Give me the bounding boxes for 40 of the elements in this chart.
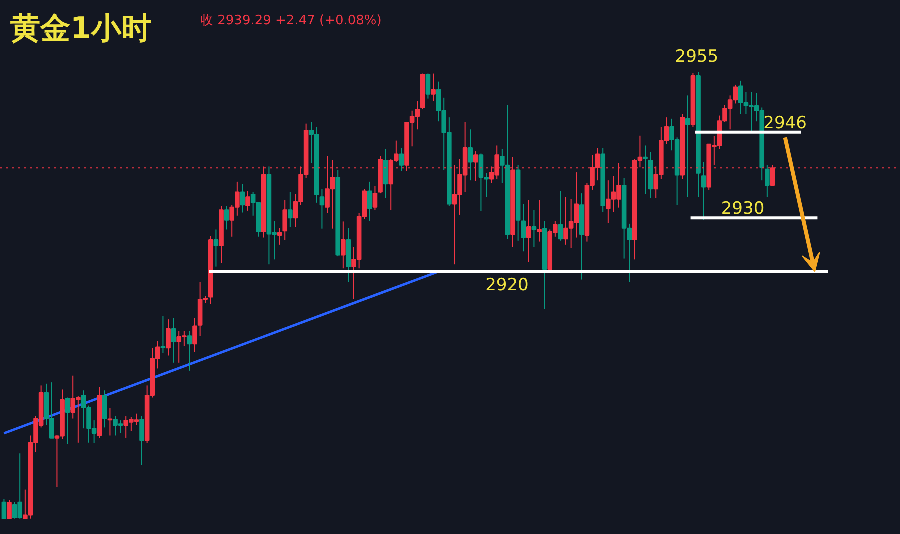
- candlestick: [537, 200, 542, 242]
- candlestick: [399, 148, 404, 172]
- candlestick: [532, 210, 537, 248]
- annotation: 2920: [486, 276, 529, 296]
- annotation: 2946: [764, 113, 807, 134]
- candlestick: [108, 408, 113, 436]
- candlestick: [526, 200, 532, 263]
- candlestick: [140, 416, 144, 466]
- text: 2955: [675, 47, 719, 67]
- candlestick: [171, 318, 176, 364]
- candlestick: [187, 330, 192, 372]
- candlestick: [282, 200, 288, 241]
- candlestick: [102, 390, 108, 428]
- candlestick: [224, 206, 230, 230]
- candlestick: [383, 148, 388, 199]
- candlestick: [686, 95, 690, 198]
- candlestick: [765, 164, 770, 198]
- candlestick: [372, 186, 378, 211]
- candlestick: [468, 129, 474, 182]
- candlestick: [7, 500, 12, 520]
- candlestick: [431, 73, 436, 102]
- candlestick: [341, 221, 346, 270]
- candlestick: [288, 192, 293, 228]
- candlestick: [246, 190, 250, 212]
- candlestick: [214, 229, 219, 268]
- candlestick: [320, 188, 325, 230]
- candlestick: [701, 162, 706, 221]
- candlestick: [558, 190, 564, 242]
- candlestick: [277, 228, 282, 246]
- candlestick: [65, 397, 70, 445]
- candlestick: [166, 319, 171, 356]
- candlestick: [426, 73, 431, 100]
- text: 收 2939.29 +2.47 (+0.08%): [200, 14, 382, 28]
- candlestick: [240, 184, 246, 214]
- candlestick: [2, 498, 7, 520]
- candlestick: [643, 145, 648, 195]
- candlestick: [192, 318, 198, 353]
- chart-title: 黄金1小时: [10, 12, 152, 46]
- annotation: 2930: [721, 199, 765, 220]
- candlestick: [368, 181, 372, 222]
